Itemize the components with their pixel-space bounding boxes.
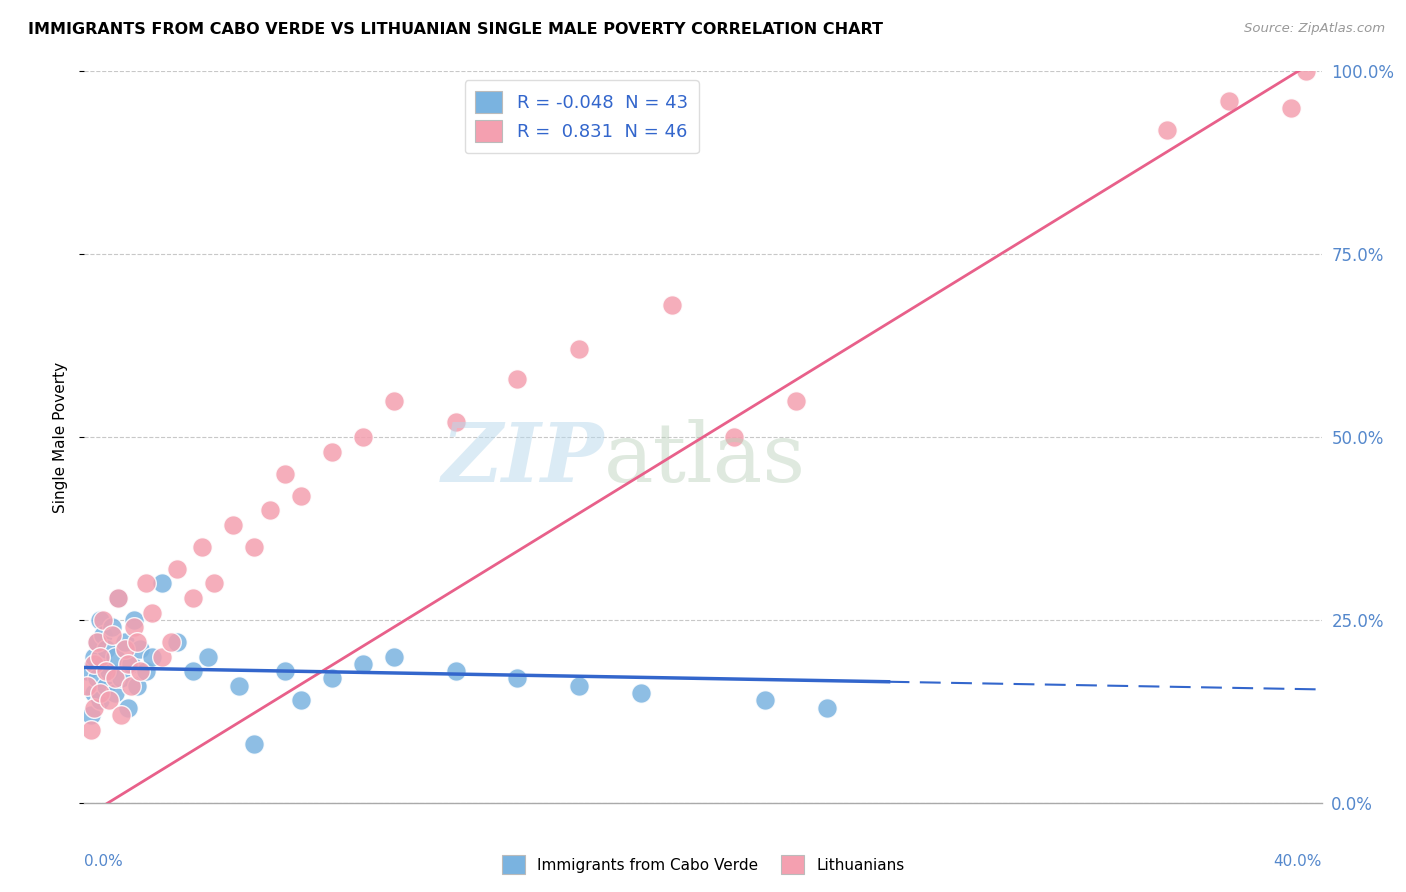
Point <box>150 649 173 664</box>
Point <box>110 672 132 686</box>
Point <box>114 635 136 649</box>
Point <box>568 679 591 693</box>
Point <box>114 642 136 657</box>
Point <box>107 591 129 605</box>
Point <box>141 649 163 664</box>
Point <box>122 613 145 627</box>
Point <box>160 635 183 649</box>
Point <box>568 343 591 357</box>
Text: ZIP: ZIP <box>441 419 605 499</box>
Point <box>83 657 105 671</box>
Point <box>120 657 142 671</box>
Point <box>274 664 297 678</box>
Point <box>1218 94 1240 108</box>
Point <box>506 672 529 686</box>
Point <box>98 693 121 707</box>
Point <box>129 642 152 657</box>
Point <box>104 672 127 686</box>
Point <box>382 649 405 664</box>
Legend: R = -0.048  N = 43, R =  0.831  N = 46: R = -0.048 N = 43, R = 0.831 N = 46 <box>464 80 699 153</box>
Point <box>321 672 343 686</box>
Point <box>91 657 114 671</box>
Point <box>94 642 117 657</box>
Point <box>630 686 652 700</box>
Point <box>166 635 188 649</box>
Point <box>191 540 214 554</box>
Point <box>76 664 98 678</box>
Point <box>661 298 683 312</box>
Point <box>259 503 281 517</box>
Point <box>444 416 467 430</box>
Point <box>122 620 145 634</box>
Y-axis label: Single Male Poverty: Single Male Poverty <box>53 361 69 513</box>
Point <box>202 576 225 591</box>
Point <box>89 693 111 707</box>
Point <box>135 664 157 678</box>
Point <box>125 635 148 649</box>
Point <box>382 393 405 408</box>
Point <box>107 591 129 605</box>
Point <box>181 664 204 678</box>
Point <box>86 635 108 649</box>
Point <box>120 679 142 693</box>
Point <box>117 700 139 714</box>
Point <box>98 664 121 678</box>
Point <box>94 679 117 693</box>
Point <box>91 627 114 641</box>
Point <box>166 562 188 576</box>
Point <box>1156 123 1178 137</box>
Point <box>86 672 108 686</box>
Point <box>129 664 152 678</box>
Point <box>352 657 374 671</box>
Point <box>110 708 132 723</box>
Point <box>1295 64 1317 78</box>
Point <box>91 613 114 627</box>
Point <box>76 679 98 693</box>
Point <box>506 371 529 385</box>
Point <box>785 393 807 408</box>
Point <box>89 686 111 700</box>
Point <box>89 613 111 627</box>
Point <box>321 444 343 458</box>
Point <box>197 649 219 664</box>
Point <box>101 620 124 634</box>
Point <box>754 693 776 707</box>
Point <box>89 649 111 664</box>
Text: Source: ZipAtlas.com: Source: ZipAtlas.com <box>1244 22 1385 36</box>
Text: 0.0%: 0.0% <box>84 854 124 869</box>
Point <box>815 700 838 714</box>
Point <box>444 664 467 678</box>
Text: 40.0%: 40.0% <box>1274 854 1322 869</box>
Point <box>723 430 745 444</box>
Point <box>181 591 204 605</box>
Legend: Immigrants from Cabo Verde, Lithuanians: Immigrants from Cabo Verde, Lithuanians <box>495 849 911 880</box>
Point <box>228 679 250 693</box>
Point <box>83 649 105 664</box>
Point <box>290 489 312 503</box>
Point <box>83 700 105 714</box>
Point <box>243 540 266 554</box>
Point <box>141 606 163 620</box>
Point <box>117 657 139 671</box>
Point <box>79 723 101 737</box>
Point <box>1279 101 1302 115</box>
Point <box>150 576 173 591</box>
Point <box>222 517 245 532</box>
Point <box>290 693 312 707</box>
Point <box>86 635 108 649</box>
Point <box>125 679 148 693</box>
Text: IMMIGRANTS FROM CABO VERDE VS LITHUANIAN SINGLE MALE POVERTY CORRELATION CHART: IMMIGRANTS FROM CABO VERDE VS LITHUANIAN… <box>28 22 883 37</box>
Point <box>83 686 105 700</box>
Point <box>243 737 266 751</box>
Point <box>135 576 157 591</box>
Text: atlas: atlas <box>605 419 806 499</box>
Point <box>104 649 127 664</box>
Point <box>104 686 127 700</box>
Point <box>79 708 101 723</box>
Point <box>274 467 297 481</box>
Point <box>352 430 374 444</box>
Point <box>101 627 124 641</box>
Point <box>94 664 117 678</box>
